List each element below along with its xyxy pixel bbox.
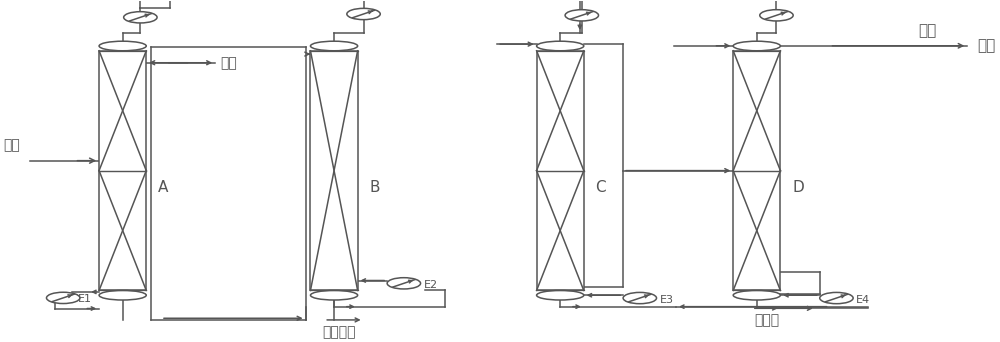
Ellipse shape: [310, 290, 358, 300]
Text: B: B: [369, 180, 380, 195]
Ellipse shape: [537, 41, 584, 51]
Text: 环己锐肿: 环己锐肿: [322, 325, 356, 339]
Ellipse shape: [733, 41, 780, 51]
Text: E2: E2: [424, 280, 438, 290]
Bar: [733, 51, 780, 290]
Text: 甲苯: 甲苯: [977, 38, 995, 53]
Ellipse shape: [310, 41, 358, 51]
Text: 甲苯: 甲苯: [918, 23, 936, 38]
Text: D: D: [792, 180, 804, 195]
Text: C: C: [596, 180, 606, 195]
Circle shape: [387, 278, 421, 289]
Circle shape: [565, 10, 599, 21]
Text: E4: E4: [856, 294, 870, 304]
Ellipse shape: [733, 290, 780, 300]
Text: E3: E3: [659, 294, 673, 304]
Text: 环己锐: 环己锐: [754, 313, 779, 327]
Ellipse shape: [99, 41, 146, 51]
Text: 进料: 进料: [4, 139, 20, 152]
Bar: [310, 51, 358, 290]
Ellipse shape: [537, 290, 584, 300]
Circle shape: [347, 8, 380, 19]
Ellipse shape: [99, 290, 146, 300]
Circle shape: [124, 12, 157, 23]
Text: E1: E1: [77, 293, 91, 304]
Circle shape: [623, 292, 657, 304]
Circle shape: [820, 292, 853, 304]
Text: A: A: [158, 180, 168, 195]
Bar: [537, 51, 584, 290]
Circle shape: [46, 292, 80, 304]
Circle shape: [760, 10, 793, 21]
Text: 甲苯: 甲苯: [220, 56, 237, 70]
Bar: [99, 51, 146, 290]
